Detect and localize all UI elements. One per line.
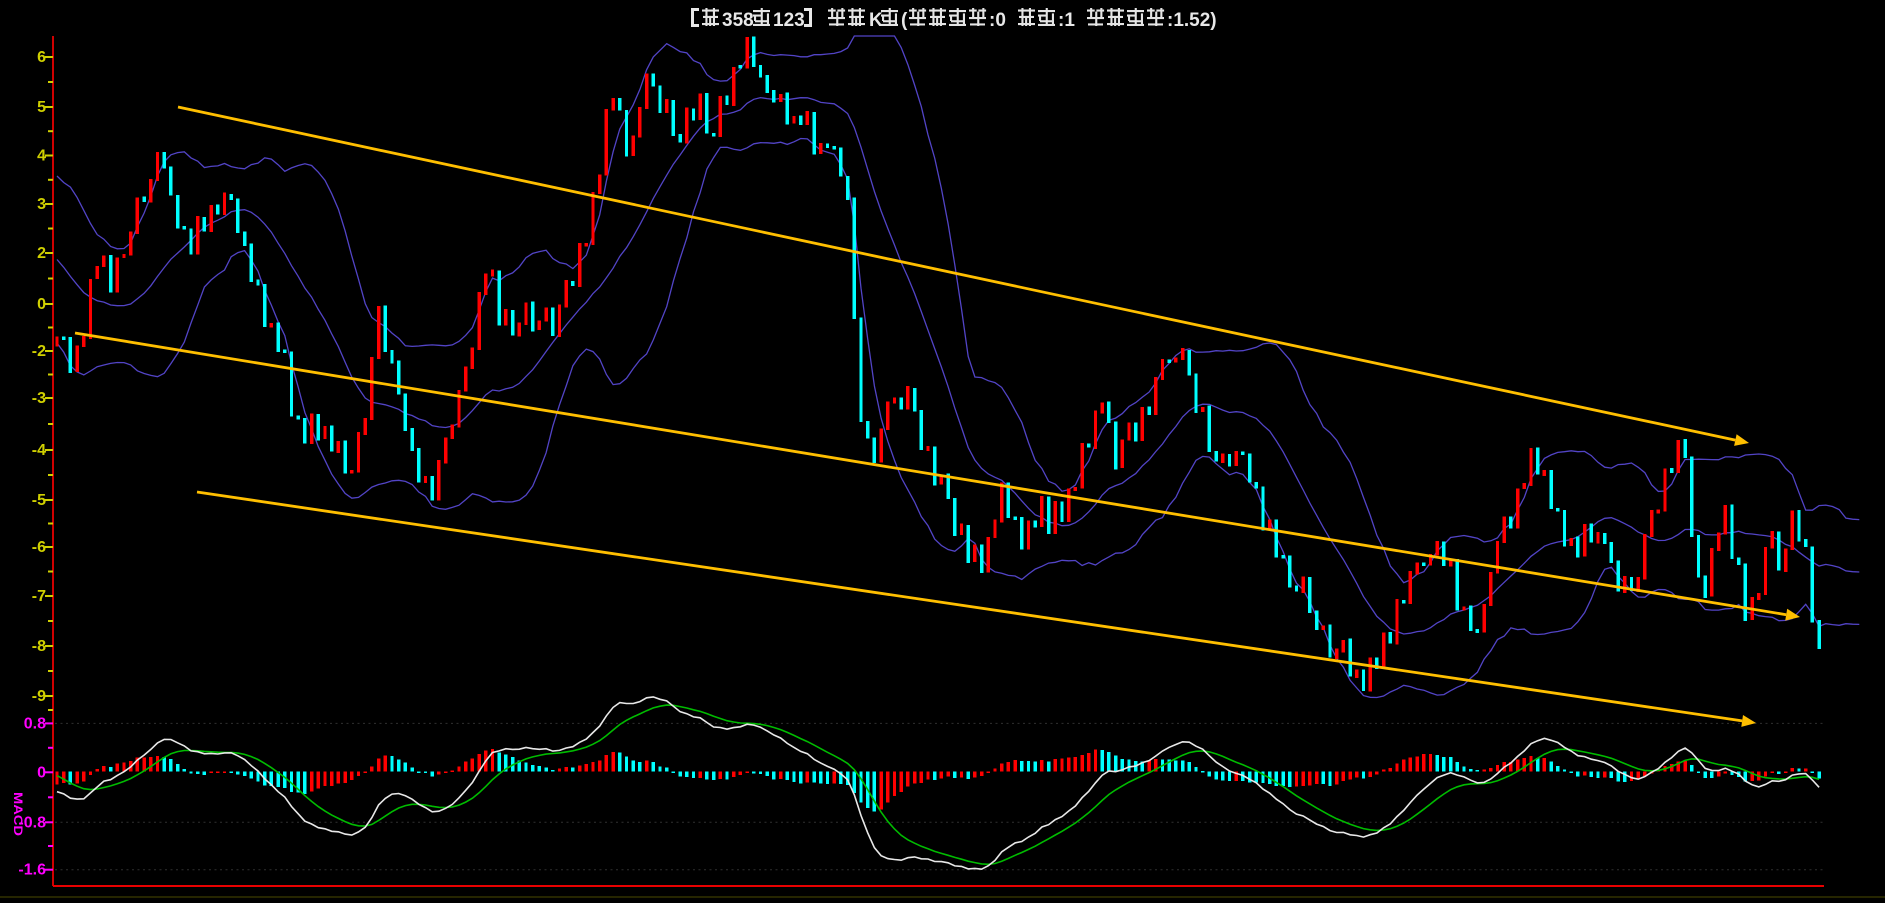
- svg-text:-0.8: -0.8: [18, 814, 46, 831]
- svg-text:123: 123: [773, 10, 805, 31]
- svg-text:358: 358: [722, 10, 754, 31]
- svg-text:2: 2: [37, 245, 46, 262]
- svg-text::1.52): :1.52): [1167, 10, 1217, 31]
- svg-text:4: 4: [37, 148, 46, 165]
- svg-text:-4: -4: [32, 442, 46, 459]
- svg-text:-2: -2: [32, 343, 46, 360]
- svg-text::1: :1: [1058, 10, 1075, 31]
- svg-text:-1.6: -1.6: [18, 862, 46, 879]
- svg-text:5: 5: [37, 99, 46, 116]
- svg-text:MACD: MACD: [11, 792, 23, 836]
- svg-text:-3: -3: [32, 390, 46, 407]
- svg-text:6: 6: [37, 49, 46, 66]
- svg-text:0: 0: [37, 764, 46, 781]
- svg-text:-6: -6: [32, 539, 46, 556]
- svg-text:-5: -5: [32, 492, 46, 509]
- svg-text::0: :0: [989, 10, 1006, 31]
- svg-text:-9: -9: [32, 688, 46, 705]
- svg-text:3: 3: [37, 196, 46, 213]
- svg-text:0: 0: [37, 296, 46, 313]
- svg-text:-8: -8: [32, 638, 46, 655]
- svg-text:0.8: 0.8: [24, 715, 46, 732]
- svg-text:(: (: [901, 10, 908, 31]
- svg-text:K: K: [869, 10, 883, 31]
- svg-text:-7: -7: [32, 588, 46, 605]
